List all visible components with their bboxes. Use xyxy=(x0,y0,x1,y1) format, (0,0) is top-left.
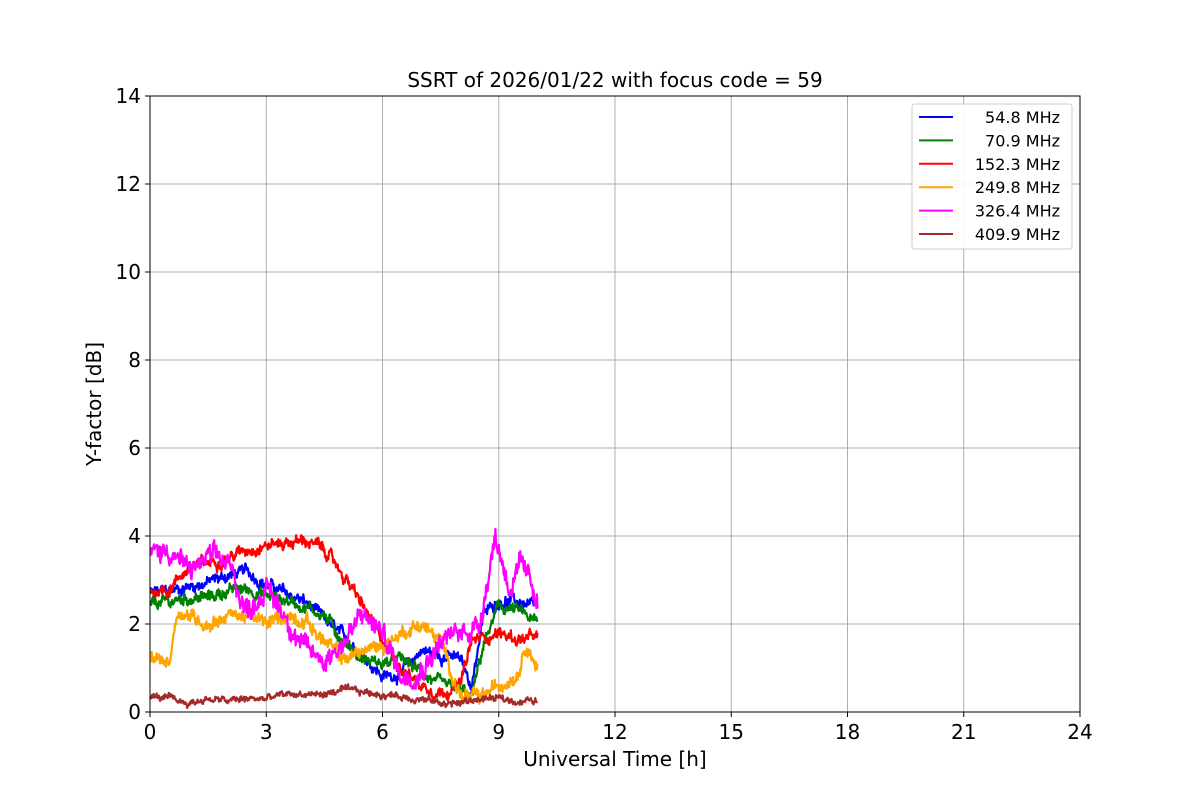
x-tick-label: 12 xyxy=(602,720,627,744)
x-tick-label: 21 xyxy=(951,720,976,744)
series-line-0 xyxy=(150,562,539,693)
y-tick-label: 12 xyxy=(116,172,141,196)
series-line-5 xyxy=(150,683,539,710)
legend-label-0: 54.8 MHz xyxy=(985,108,1060,127)
y-tick-label: 2 xyxy=(128,612,141,636)
x-tick-label: 6 xyxy=(376,720,389,744)
y-tick-label: 14 xyxy=(116,84,141,108)
legend: 54.8 MHz 70.9 MHz 152.3 MHz 249.8 MHz 326.4… xyxy=(911,103,1073,250)
legend-label-3: 249.8 MHz xyxy=(975,178,1060,197)
y-tick-label: 0 xyxy=(128,700,141,724)
series-line-2 xyxy=(150,534,539,702)
x-tick-label: 0 xyxy=(144,720,157,744)
y-tick-label: 10 xyxy=(116,260,141,284)
series-line-4 xyxy=(150,527,539,690)
x-axis-label: Universal Time [h] xyxy=(523,747,706,771)
legend-label-1: 70.9 MHz xyxy=(985,131,1060,150)
x-tick-label: 15 xyxy=(719,720,744,744)
y-tick-label: 8 xyxy=(128,348,141,372)
chart-title: SSRT of 2026/01/22 with focus code = 59 xyxy=(407,68,822,92)
series-group xyxy=(150,527,539,710)
x-tick-label: 3 xyxy=(260,720,273,744)
legend-label-4: 326.4 MHz xyxy=(975,202,1060,221)
y-tick-label: 4 xyxy=(128,524,141,548)
y-axis-label: Y-factor [dB] xyxy=(82,342,106,467)
x-tick-label: 18 xyxy=(835,720,860,744)
y-tick-label: 6 xyxy=(128,436,141,460)
x-tick-label: 9 xyxy=(492,720,505,744)
x-tick-label: 24 xyxy=(1067,720,1092,744)
series-line-3 xyxy=(150,607,539,705)
legend-label-5: 409.9 MHz xyxy=(975,225,1060,244)
legend-label-2: 152.3 MHz xyxy=(975,155,1060,174)
